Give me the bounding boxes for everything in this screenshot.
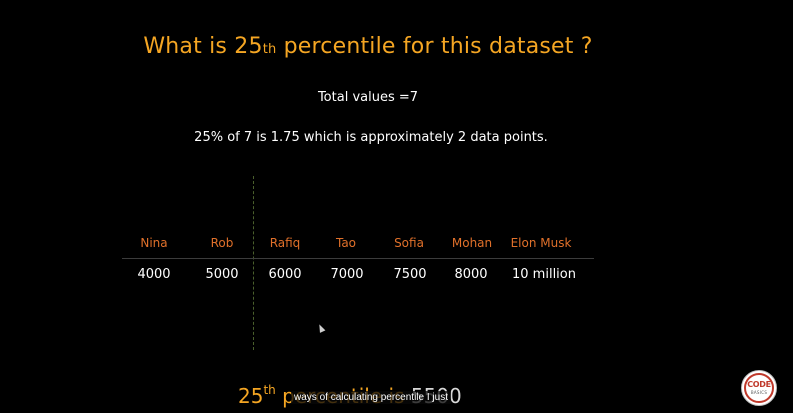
- value-cell-tao: 7000: [330, 267, 363, 282]
- header-cell-nina: Nina: [140, 236, 167, 250]
- header-cell-rafiq: Rafiq: [270, 236, 301, 250]
- slide-title-superscript: th: [263, 42, 277, 57]
- value-cell-elon-musk: 10 million: [512, 267, 576, 282]
- logo-text-top: CODE: [742, 380, 776, 389]
- header-cell-rob: Rob: [211, 236, 234, 250]
- value-cell-rob: 5000: [205, 267, 238, 282]
- slide-title-start: What is 25: [143, 34, 262, 59]
- value-cell-rafiq: 6000: [268, 267, 301, 282]
- table-header-row: Nina Rob Rafiq Tao Sofia Mohan Elon Musk: [122, 236, 594, 256]
- header-cell-mohan: Mohan: [452, 236, 492, 250]
- value-cell-sofia: 7500: [393, 267, 426, 282]
- split-divider-line: [253, 176, 254, 350]
- value-cell-mohan: 8000: [454, 267, 487, 282]
- table-divider: [122, 258, 594, 259]
- caption-text: ways of calculating percentile I just: [291, 391, 451, 404]
- header-cell-sofia: Sofia: [394, 236, 424, 250]
- slide-title: What is 25th percentile for this dataset…: [0, 34, 736, 59]
- logo-text-bottom: BASICS: [742, 390, 776, 395]
- header-cell-tao: Tao: [336, 236, 356, 250]
- code-basics-logo[interactable]: CODE BASICS: [741, 370, 777, 406]
- value-cell-nina: 4000: [137, 267, 170, 282]
- total-values-text: Total values =7: [0, 90, 736, 105]
- table-value-row: 4000 5000 6000 7000 7500 8000 10 million: [122, 267, 594, 287]
- slide-title-end: percentile for this dataset ?: [276, 34, 592, 59]
- header-cell-elon-musk: Elon Musk: [511, 236, 572, 250]
- calculation-text: 25% of 7 is 1.75 which is approximately …: [0, 130, 742, 145]
- video-caption: ways of calculating percentile I just: [0, 385, 742, 404]
- mouse-cursor-icon: [317, 323, 326, 333]
